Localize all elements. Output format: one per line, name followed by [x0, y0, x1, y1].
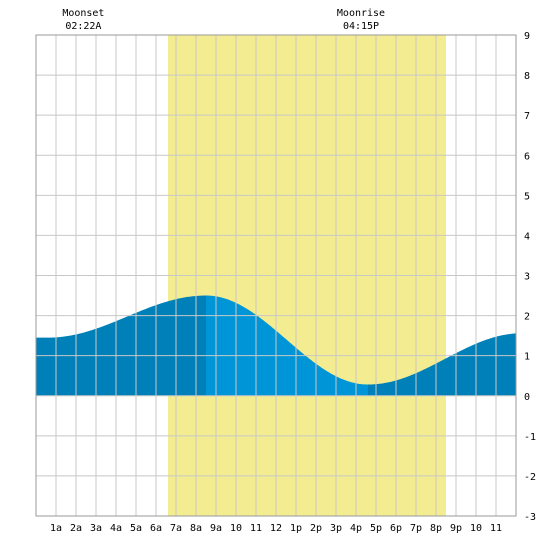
x-tick-label: 8p [430, 523, 442, 534]
moon-annotation-title: Moonset [62, 8, 104, 19]
x-tick-label: 8a [190, 523, 202, 534]
y-tick-label: 9 [524, 31, 530, 42]
y-tick-label: 8 [524, 71, 530, 82]
y-tick-label: 5 [524, 191, 530, 202]
x-tick-label: 4p [350, 523, 362, 534]
x-tick-label: 6a [150, 523, 162, 534]
x-tick-label: 10 [230, 523, 242, 534]
y-tick-label: 2 [524, 312, 530, 323]
x-tick-labels: 1a 2a 3a 4a 5a 6a 7a 8a 9a 10 11 12 1p 2p 3p 4p 5p 6p 7p 8p… [50, 523, 502, 534]
x-tick-label: 12 [270, 523, 282, 534]
plot-frame [35, 34, 517, 517]
y-tick-label: -2 [524, 472, 536, 483]
x-tick-label: 9p [450, 523, 462, 534]
moon-annotation-title: Moonrise [337, 8, 385, 19]
x-tick-label: 11 [250, 523, 262, 534]
moon-annotation-time: 02:22A [65, 21, 101, 32]
x-tick-label: 3a [90, 523, 102, 534]
x-tick-label: 6p [390, 523, 402, 534]
tide-area-rising-evening [368, 333, 516, 396]
x-tick-label: 1a [50, 523, 62, 534]
tide-area-falling [206, 295, 368, 396]
moon-annotations: Moonset 02:22A Moonrise 04:15P [62, 8, 385, 32]
y-tick-label: 6 [524, 151, 530, 162]
x-tick-label: 4a [110, 523, 122, 534]
x-tick-label: 5a [130, 523, 142, 534]
y-tick-label: 0 [524, 392, 530, 403]
y-tick-label: 7 [524, 111, 530, 122]
x-tick-label: 3p [330, 523, 342, 534]
y-tick-label: 1 [524, 352, 530, 363]
y-tick-label: 3 [524, 272, 530, 283]
x-tick-label: 2a [70, 523, 82, 534]
x-tick-label: 1p [290, 523, 302, 534]
x-tick-label: 9a [210, 523, 222, 534]
x-tick-label: 10 [470, 523, 482, 534]
y-tick-label: -3 [524, 512, 536, 523]
x-tick-label: 7p [410, 523, 422, 534]
y-tick-label: 4 [524, 231, 530, 242]
y-tick-labels: -3 -2 -1 0 1 2 3 4 5 6 7 8 9 [524, 31, 536, 523]
x-tick-label: 11 [490, 523, 502, 534]
x-tick-label: 2p [310, 523, 322, 534]
x-tick-label: 7a [170, 523, 182, 534]
gridlines [35, 34, 517, 517]
moon-annotation-time: 04:15P [343, 21, 379, 32]
x-tick-label: 5p [370, 523, 382, 534]
tide-area-group [36, 295, 516, 396]
tide-area-rising [36, 295, 206, 396]
y-tick-label: -1 [524, 432, 536, 443]
